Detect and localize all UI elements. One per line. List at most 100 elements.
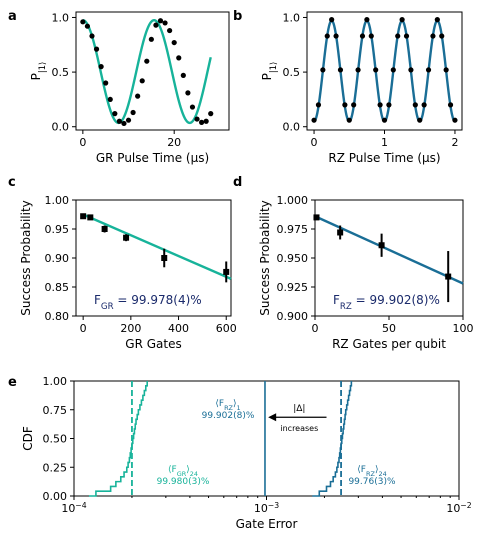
data-point	[171, 39, 177, 46]
data-point	[381, 117, 388, 123]
data-point	[80, 19, 86, 25]
y-tick-label: 1.000	[277, 194, 309, 207]
data-point	[162, 20, 168, 26]
data-point	[116, 118, 122, 124]
y-tick-label: 0.75	[43, 404, 68, 417]
y-tick-label: 0.5	[283, 66, 301, 79]
x-tick-label: 10−2	[446, 501, 471, 516]
data-point	[223, 268, 230, 275]
arrow-head	[268, 413, 277, 422]
annotation-rz1-name: ⟨FRZ⟩1	[215, 399, 240, 412]
panel-letter-a: a	[8, 9, 17, 24]
data-point	[364, 17, 370, 23]
data-point	[399, 17, 405, 23]
y-tick-label: 1.0	[283, 11, 301, 24]
x-axis-label: GR Pulse Time (µs)	[96, 151, 209, 165]
data-point	[386, 102, 392, 108]
axes-frame	[306, 11, 463, 131]
data-point	[346, 117, 352, 123]
data-point	[194, 116, 200, 122]
data-point	[203, 118, 209, 124]
data-point	[103, 80, 109, 86]
data-point	[135, 93, 141, 99]
y-tick-label: 0.00	[43, 490, 68, 503]
fit-line	[314, 215, 464, 285]
data-point	[189, 104, 196, 110]
y-tick-label: 0.925	[277, 281, 309, 294]
annotation-gr24-name: ⟨FGR⟩24	[168, 465, 198, 478]
increases-label: increases	[280, 424, 318, 433]
x-tick-label: 10−4	[61, 501, 86, 516]
y-axis-label: CDF	[21, 426, 35, 451]
y-axis-label: Success Probability	[19, 200, 33, 316]
y-tick-label: 0.50	[43, 433, 68, 446]
fidelity-annotation: FRZ = 99.902(8)%	[333, 293, 440, 312]
fit-line	[82, 213, 232, 280]
data-point	[84, 23, 91, 29]
y-tick-label: 1.00	[45, 194, 70, 207]
annotation-rz24-value: 99.76(3)%	[348, 477, 396, 487]
data-point	[208, 111, 214, 117]
data-point	[421, 102, 427, 108]
data-point	[107, 96, 113, 103]
x-tick-label: 0	[312, 322, 319, 335]
data-point	[144, 58, 150, 64]
y-tick-label: 0.975	[277, 223, 309, 236]
data-point	[434, 17, 440, 23]
data-point	[139, 78, 145, 84]
data-point	[123, 234, 130, 241]
data-point	[377, 102, 383, 108]
y-tick-label: 0.95	[45, 223, 70, 236]
data-point	[101, 226, 108, 232]
panel-letter-b: b	[233, 9, 242, 24]
data-point	[153, 22, 159, 28]
data-point	[167, 27, 173, 34]
y-tick-label: 0.900	[277, 310, 309, 323]
x-axis-label: GR Gates	[125, 337, 181, 351]
data-point	[425, 67, 432, 73]
x-tick-label: 600	[216, 322, 237, 335]
x-tick-label: 2	[451, 136, 458, 149]
x-axis-label: RZ Pulse Time (µs)	[328, 151, 440, 165]
y-axis-label: P|1⟩	[29, 62, 47, 81]
panel-c-axes: 0 200 400 600 0.80 0.85 0.90 0.95 1.00 GR Gates Su…	[19, 194, 237, 351]
annotation-gr24-value: 99.980(3)%	[157, 477, 210, 487]
data-point	[176, 55, 182, 61]
annotation-rz1-value: 99.902(8)%	[202, 411, 255, 421]
data-point	[342, 102, 348, 108]
panel-d-axes: 0 50 100 0.900 0.925 0.950 0.975 1.000 RZ Gates …	[258, 194, 474, 351]
data-point	[161, 255, 168, 261]
axes-frame	[75, 11, 230, 131]
data-point	[430, 33, 436, 39]
data-point	[445, 273, 452, 280]
data-point	[80, 213, 87, 220]
x-tick-label: 20	[167, 136, 181, 149]
data-point	[368, 33, 374, 39]
cdf-series-0	[88, 381, 148, 497]
y-tick-label: 0.90	[45, 252, 70, 265]
data-point	[93, 46, 100, 52]
y-axis-label: P|1⟩	[260, 62, 278, 81]
panel-letter-c: c	[8, 175, 16, 190]
annotation-rz24-name: ⟨FRZ⟩24	[357, 465, 386, 478]
x-tick-label: 400	[168, 322, 189, 335]
y-tick-label: 1.0	[52, 11, 70, 24]
y-tick-label: 0.25	[43, 461, 68, 474]
x-axis-label: Gate Error	[236, 517, 298, 531]
data-point	[417, 117, 423, 123]
panel-letter-e: e	[8, 375, 17, 390]
data-point	[87, 214, 94, 221]
x-tick-label: 200	[120, 322, 141, 335]
data-point	[315, 102, 322, 108]
data-point	[311, 117, 317, 123]
data-point	[130, 109, 136, 116]
x-axis-label: RZ Gates per qubit	[332, 337, 446, 351]
data-point	[112, 111, 118, 117]
fit-curve	[82, 18, 212, 125]
data-point	[148, 36, 154, 42]
x-tick-label: 0	[311, 136, 318, 149]
data-point	[198, 119, 205, 125]
x-tick-label: 100	[453, 322, 474, 335]
y-tick-label: 1.00	[43, 375, 68, 388]
